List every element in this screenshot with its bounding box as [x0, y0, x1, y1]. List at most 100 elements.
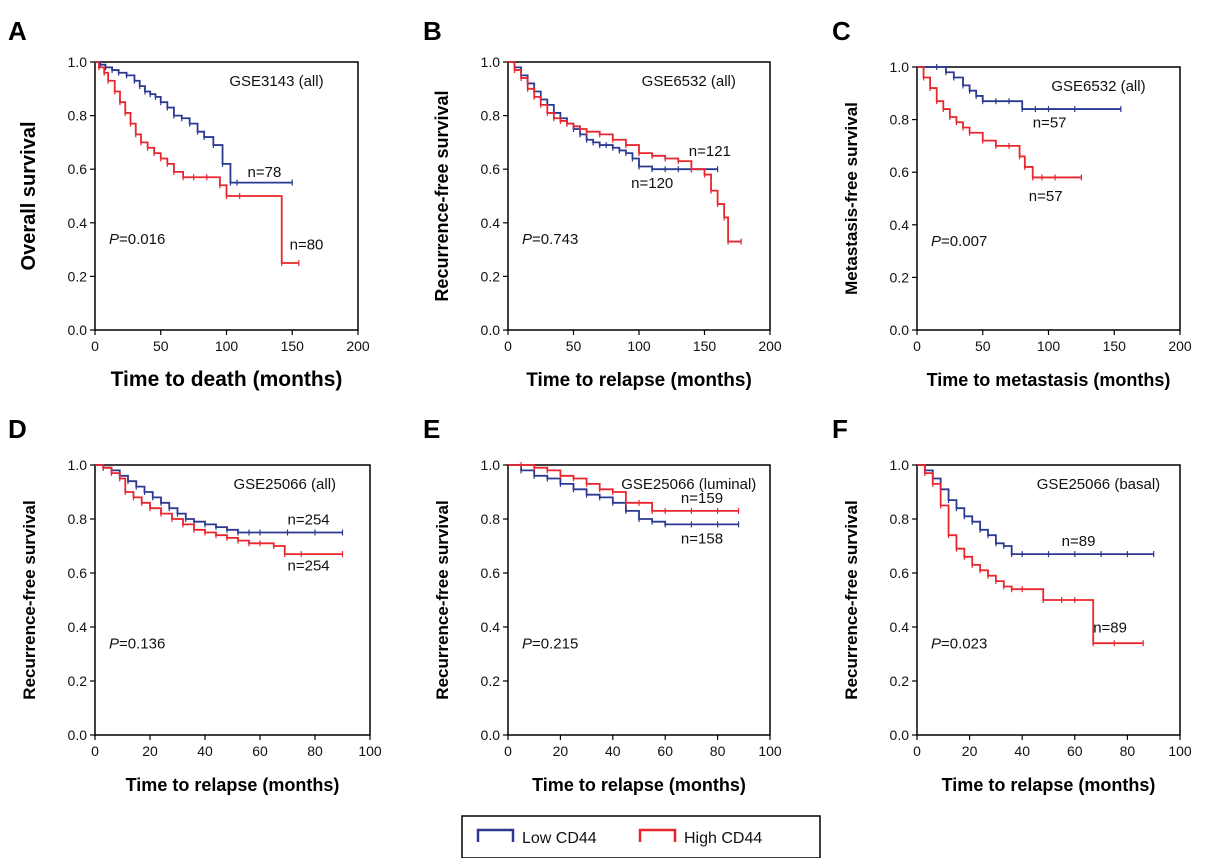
y-axis-title: Recurrence-free survival	[20, 500, 39, 699]
panel-d: D 0 20 40 60 80 100 0.0 0.2 0.4 0.6 0.8 1.0 Time to r…	[8, 414, 382, 795]
x-tick-label: 20	[553, 743, 569, 759]
legend-swatch-low	[476, 828, 515, 842]
p-value: P=0.743	[522, 231, 578, 248]
plot-frame	[94, 464, 371, 736]
series-high-cd44	[917, 464, 1144, 647]
x-tick-label: 80	[710, 743, 726, 759]
x-tick-label: 40	[1014, 743, 1030, 759]
p-value: P=0.023	[931, 636, 987, 653]
x-axis-title: Time to metastasis (months)	[927, 370, 1171, 390]
series-low-cd44	[95, 61, 293, 186]
y-tick-label: 0.0	[481, 322, 501, 338]
legend-swatch-high	[638, 828, 677, 842]
x-tick-label: 0	[91, 743, 99, 759]
y-tick-label: 0.8	[890, 511, 910, 527]
figure-legend: Low CD44 High CD44	[461, 815, 821, 858]
x-axis-title: Time to relapse (months)	[526, 370, 752, 391]
y-tick-label: 0.6	[68, 565, 88, 581]
x-tick-label: 40	[197, 743, 213, 759]
legend-label-low: Low CD44	[522, 830, 597, 847]
x-tick-label: 100	[215, 338, 239, 354]
y-tick-label: 0.4	[890, 217, 910, 233]
panel-letter: D	[8, 414, 27, 444]
y-tick-label: 0.8	[481, 108, 501, 124]
series-high-cd44	[95, 61, 300, 266]
n-annotation: n=89	[1093, 619, 1127, 636]
y-tick-label: 0.4	[68, 215, 88, 231]
y-axis-title: Recurrence-free survival	[433, 500, 452, 699]
y-tick-label: 0.4	[481, 619, 501, 635]
y-tick-label: 0.0	[68, 727, 88, 743]
x-tick-label: 150	[1103, 338, 1127, 354]
dataset-title: GSE3143 (all)	[229, 73, 323, 90]
x-tick-label: 100	[627, 338, 651, 354]
y-tick-label: 0.2	[68, 268, 88, 284]
y-tick-label: 1.0	[481, 457, 501, 473]
x-tick-label: 60	[252, 743, 268, 759]
panel-letter: A	[8, 16, 27, 46]
x-tick-label: 100	[358, 743, 382, 759]
y-tick-label: 0.2	[890, 269, 910, 285]
series-low-cd44	[508, 464, 740, 528]
panel-letter: F	[832, 414, 848, 444]
n-annotation: n=57	[1033, 114, 1067, 131]
x-axis-title: Time to relapse (months)	[942, 775, 1156, 795]
panel-letter: C	[832, 16, 851, 46]
y-tick-label: 0.0	[890, 727, 910, 743]
series-high-cd44	[508, 462, 740, 514]
x-tick-label: 0	[504, 743, 512, 759]
y-tick-label: 0.6	[481, 161, 501, 177]
plot-frame	[916, 464, 1181, 736]
panel-f: F 0 20 40 60 80 100 0.0 0.2 0.4 0.6 0.8 1.0 Time to r…	[832, 414, 1192, 795]
survival-curve	[917, 464, 1144, 645]
y-tick-label: 0.0	[68, 322, 88, 338]
y-tick-label: 1.0	[481, 54, 501, 70]
dataset-title: GSE6532 (all)	[1051, 78, 1145, 95]
panel-b: B 0 50 100 150 200 0.0 0.2 0.4 0.6 0.8 1.0 Time to r…	[423, 16, 782, 391]
y-tick-label: 0.4	[68, 619, 88, 635]
dataset-title: GSE25066 (luminal)	[621, 476, 756, 493]
dataset-title: GSE25066 (all)	[233, 476, 336, 493]
n-annotation: n=78	[248, 164, 282, 181]
x-tick-label: 50	[566, 338, 582, 354]
y-tick-label: 0.6	[890, 164, 910, 180]
n-annotation: n=89	[1062, 533, 1096, 550]
y-tick-label: 0.8	[481, 511, 501, 527]
y-tick-label: 1.0	[890, 457, 910, 473]
y-tick-label: 0.6	[890, 565, 910, 581]
panel-letter: B	[423, 16, 442, 46]
y-axis-title: Metastasis-free survival	[842, 102, 861, 295]
plot-frame	[507, 464, 771, 736]
x-tick-label: 20	[962, 743, 978, 759]
p-value: P=0.016	[109, 231, 165, 248]
panel-e: E 0 20 40 60 80 100 0.0 0.2 0.4 0.6 0.8 1.0 Time to r…	[423, 414, 782, 795]
y-axis-title: Overall survival	[18, 122, 40, 271]
y-tick-label: 0.8	[68, 511, 88, 527]
n-annotation: n=57	[1029, 188, 1063, 205]
survival-curve	[508, 61, 718, 171]
x-tick-label: 60	[657, 743, 673, 759]
n-annotation: n=121	[689, 143, 731, 160]
series-low-cd44	[917, 64, 1122, 113]
n-annotation: n=159	[681, 490, 723, 507]
y-tick-label: 1.0	[890, 59, 910, 75]
y-tick-label: 1.0	[68, 54, 88, 70]
panel-a: A 0 50 100 150 200 0.0 0.2 0.4 0.6 0.8 1.0 Time to d…	[8, 16, 370, 391]
x-tick-label: 60	[1067, 743, 1083, 759]
legend-label-high: High CD44	[684, 830, 762, 847]
y-tick-label: 0.2	[481, 268, 501, 284]
x-tick-label: 0	[913, 338, 921, 354]
y-tick-label: 0.0	[481, 727, 501, 743]
x-tick-label: 50	[975, 338, 991, 354]
x-tick-label: 200	[1168, 338, 1192, 354]
p-value: P=0.215	[522, 636, 578, 653]
x-tick-label: 0	[504, 338, 512, 354]
x-tick-label: 80	[307, 743, 323, 759]
x-tick-label: 0	[91, 338, 99, 354]
x-tick-label: 0	[913, 743, 921, 759]
dataset-title: GSE6532 (all)	[642, 73, 736, 90]
y-tick-label: 0.4	[481, 215, 501, 231]
panel-c: C 0 50 100 150 200 0.0 0.2 0.4 0.6 0.8 1.0 Time to m…	[832, 16, 1192, 390]
series-high-cd44	[508, 61, 742, 245]
